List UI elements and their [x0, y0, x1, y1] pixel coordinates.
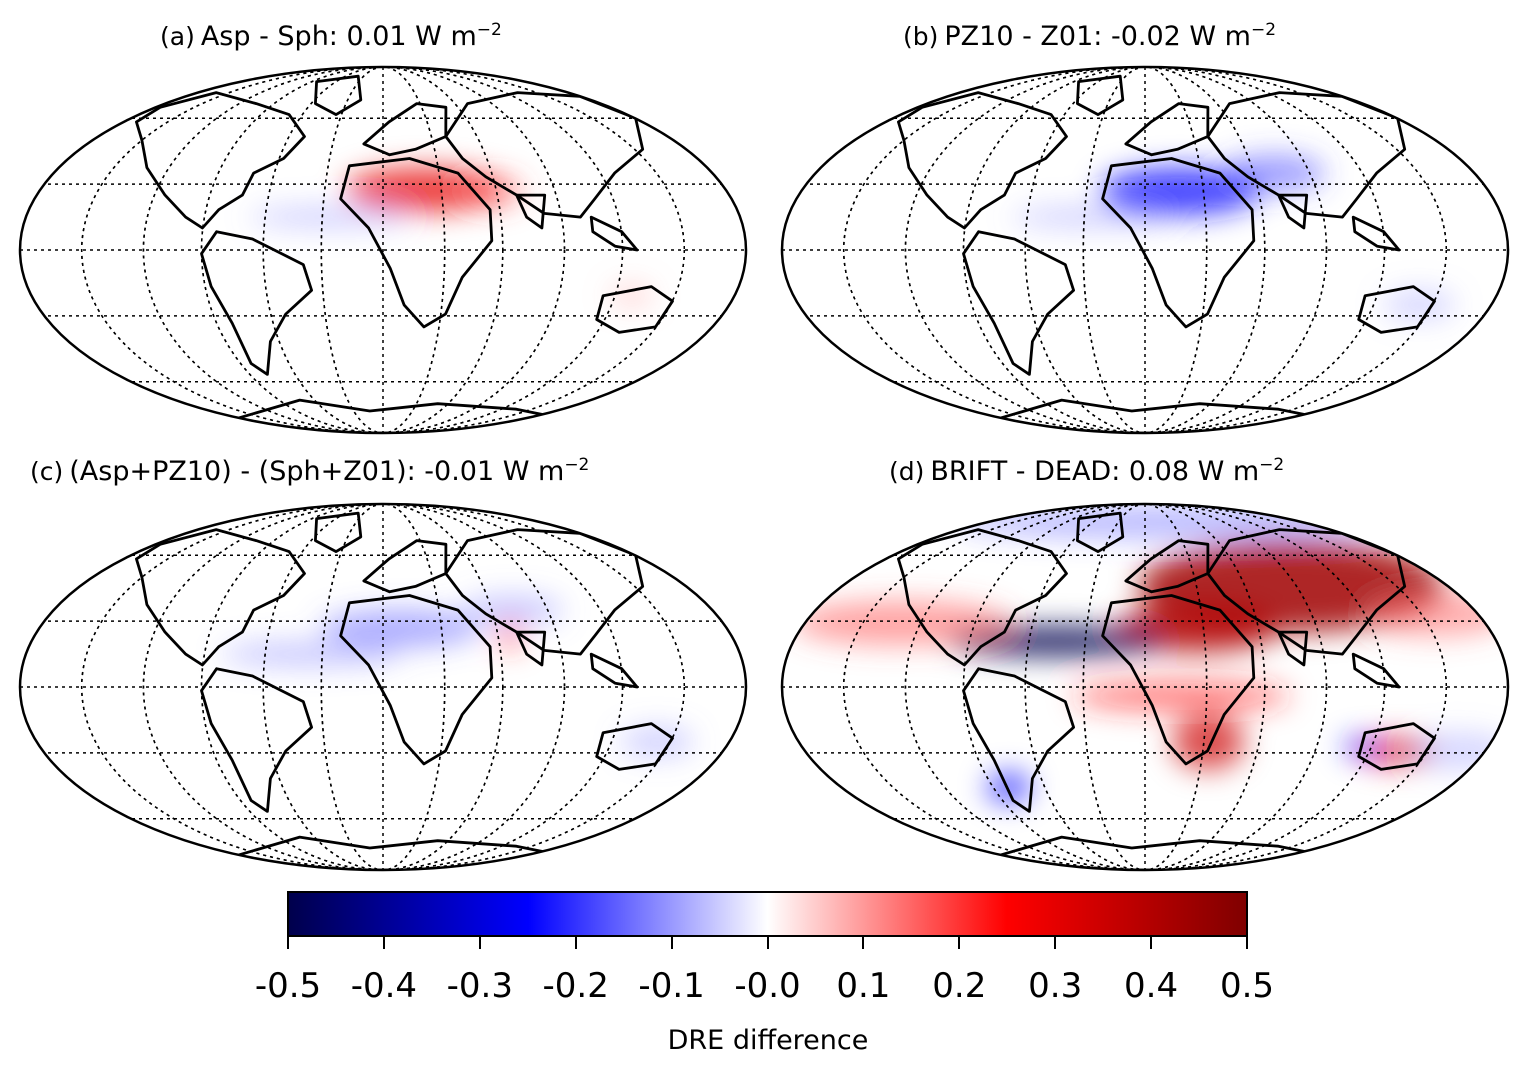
coastline-europe [362, 102, 448, 157]
colorbar-tick-label: -0.1 [638, 966, 705, 1006]
coastline-southAmerica [200, 230, 313, 376]
graticule-meridian [200, 67, 566, 433]
colorbar-tick-mark [670, 937, 673, 949]
coastline-europe [1124, 102, 1210, 157]
graticule-meridian [320, 67, 446, 433]
graticule-meridian [962, 504, 1328, 870]
coastline-greenland [314, 511, 363, 553]
graticule-meridian [842, 504, 1448, 870]
colorbar-tick-mark [382, 937, 385, 949]
colorbar [287, 891, 1248, 937]
coastline-northAmerica [897, 528, 1068, 667]
graticule-meridian [320, 504, 446, 870]
coastline-greenland [1076, 74, 1125, 116]
coastline-antarctica [229, 398, 564, 433]
anomaly-field [1011, 154, 1456, 320]
coastline-africa [1101, 157, 1256, 329]
coastline-antarctica [229, 835, 564, 870]
colorbar-tick-mark [287, 937, 289, 949]
map-panel-a [18, 65, 748, 435]
coastline-africa [339, 157, 494, 329]
colorbar-tick-label: 0.1 [836, 966, 891, 1006]
graticule-meridian [200, 504, 566, 870]
colorbar-tick-mark [478, 937, 481, 949]
panel-title-c: (c) (Asp+PZ10) - (Sph+Z01): -0.01 W m−2 [30, 455, 590, 487]
graticule-meridian [80, 67, 686, 433]
colorbar-gradient [289, 893, 1246, 935]
coastline-asia [1206, 91, 1407, 219]
coastline-southAmerica [962, 230, 1075, 376]
colorbar-tick-mark [574, 937, 577, 949]
coastline-australia [595, 285, 674, 334]
graticule-meridian [80, 504, 686, 870]
coastline-australia [1357, 722, 1436, 771]
coastline-australia [595, 722, 674, 771]
panel-title-a: (a) Asp - Sph: 0.01 W m−2 [160, 20, 502, 52]
coastline-asia [444, 528, 645, 656]
map-panel-c [18, 502, 748, 872]
coastline-antarctica [991, 398, 1326, 433]
map-panel-d [780, 502, 1510, 872]
coastline-africa [1101, 594, 1256, 766]
coastline-antarctica [991, 835, 1326, 870]
map-boundary [18, 502, 748, 872]
colorbar-tick-mark [1150, 937, 1153, 949]
graticule-meridian [142, 67, 624, 433]
coastline-seAsia [1351, 652, 1401, 689]
graticule-meridian [1024, 67, 1266, 433]
graticule-meridian [142, 504, 624, 870]
colorbar-tick-label: -0.4 [350, 966, 418, 1006]
coastline-seAsia [589, 652, 639, 689]
coastline-northAmerica [135, 91, 306, 230]
panel-title-d: (d) BRIFT - DEAD: 0.08 W m−2 [889, 455, 1285, 487]
colorbar-tick-label: -0.0 [734, 966, 801, 1006]
coastline-india [515, 630, 547, 667]
coastline-europe [362, 539, 448, 594]
map-boundary [780, 65, 1510, 435]
graticule-meridian [1082, 504, 1208, 870]
colorbar-tick-label: -0.2 [542, 966, 609, 1006]
colorbar-tick-label: 0.2 [932, 966, 987, 1006]
colorbar-tick-mark [1246, 937, 1248, 949]
coastline-india [1277, 193, 1309, 230]
coastline-southAmerica [200, 667, 313, 813]
colorbar-tick-mark [862, 937, 865, 949]
colorbar-label: DRE difference [667, 1025, 869, 1056]
coastline-northAmerica [897, 91, 1068, 230]
colorbar-tick-label: 0.5 [1219, 966, 1275, 1006]
colorbar-tick-label: 0.3 [1028, 966, 1083, 1006]
graticule-meridian [842, 67, 1448, 433]
graticule-meridian [1082, 67, 1208, 433]
coastline-northAmerica [135, 528, 306, 667]
coastline-greenland [314, 74, 363, 116]
colorbar-tick-mark [958, 937, 961, 949]
coastline-greenland [1076, 511, 1125, 553]
graticule-meridian [262, 67, 504, 433]
coastline-europe [1124, 539, 1210, 594]
graticule-meridian [962, 67, 1328, 433]
coastline-australia [1357, 285, 1436, 334]
coastline-southAmerica [962, 667, 1075, 813]
panel-title-b: (b) PZ10 - Z01: -0.02 W m−2 [903, 20, 1277, 52]
coastline-seAsia [589, 215, 639, 252]
graticule-meridian [262, 504, 504, 870]
map-panel-b [780, 65, 1510, 435]
coastline-africa [339, 594, 494, 766]
colorbar-tick-label: -0.3 [446, 966, 513, 1006]
coastline-india [515, 193, 547, 230]
coastline-asia [444, 91, 645, 219]
coastline-india [1277, 630, 1309, 667]
graticule-meridian [904, 67, 1386, 433]
coastline-seAsia [1351, 215, 1401, 252]
colorbar-tick-mark [766, 937, 769, 949]
map-boundary [780, 502, 1510, 872]
graticule-meridian [904, 504, 1386, 870]
colorbar-tick-label: 0.4 [1124, 966, 1179, 1006]
coastline-asia [1206, 528, 1407, 656]
graticule-meridian [1024, 504, 1266, 870]
colorbar-tick-label: -0.5 [254, 966, 322, 1006]
map-boundary [18, 65, 748, 435]
colorbar-tick-mark [1054, 937, 1057, 949]
